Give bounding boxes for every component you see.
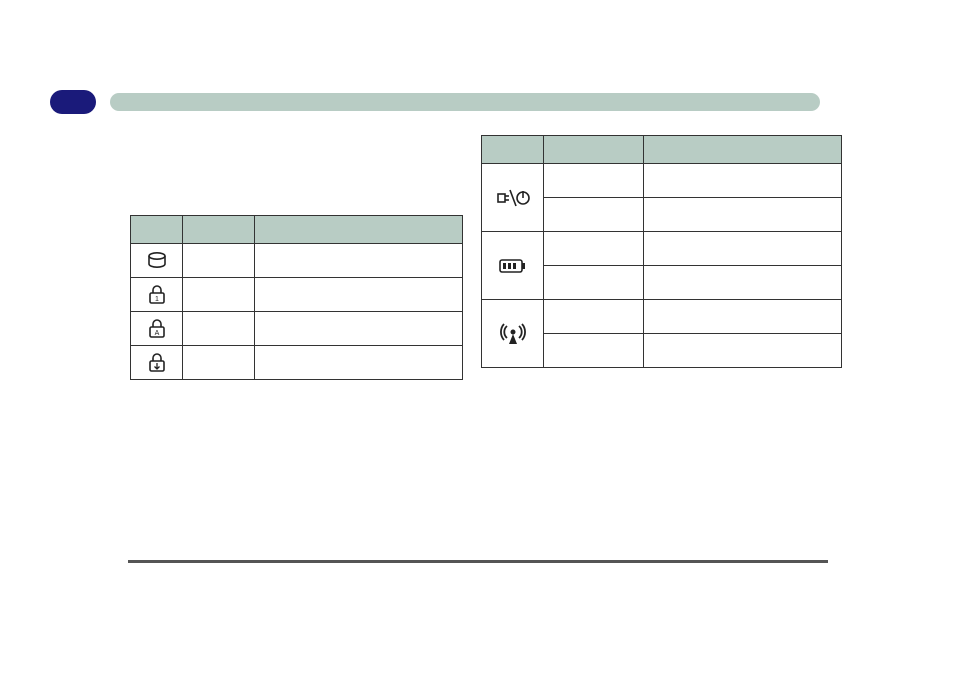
col-header [255, 216, 463, 244]
table-row: 1 [131, 278, 463, 312]
cell [644, 334, 842, 368]
cell [183, 346, 255, 380]
table-row [482, 300, 842, 334]
cell [644, 300, 842, 334]
cell [644, 164, 842, 198]
svg-text:1: 1 [155, 296, 159, 303]
cell [544, 164, 644, 198]
col-header [644, 136, 842, 164]
col-header [183, 216, 255, 244]
table-row [131, 244, 463, 278]
col-header [131, 216, 183, 244]
cell [255, 278, 463, 312]
cell [183, 244, 255, 278]
table-row [131, 346, 463, 380]
scrolllock-icon [131, 346, 183, 380]
section-header [50, 90, 820, 114]
table-header-row [482, 136, 842, 164]
status-led-table-left: 1 A [130, 215, 463, 380]
status-led-table-right [481, 135, 842, 368]
table-row [482, 164, 842, 198]
wireless-icon [482, 300, 544, 368]
cell [544, 300, 644, 334]
cell [544, 266, 644, 300]
table-header-row [131, 216, 463, 244]
cell [183, 312, 255, 346]
cell [255, 346, 463, 380]
disk-icon [131, 244, 183, 278]
cell [544, 232, 644, 266]
table-row: A [131, 312, 463, 346]
battery-icon [482, 232, 544, 300]
tables-container: 1 A [130, 135, 842, 380]
document-page: 1 A [0, 0, 954, 673]
cell [644, 266, 842, 300]
svg-text:A: A [154, 330, 159, 337]
col-header [544, 136, 644, 164]
capslock-icon: A [131, 312, 183, 346]
cell [255, 312, 463, 346]
power-icon [482, 164, 544, 232]
cell [644, 198, 842, 232]
section-divider [110, 93, 820, 111]
cell [255, 244, 463, 278]
cell [544, 334, 644, 368]
cell [183, 278, 255, 312]
cell [544, 198, 644, 232]
numlock-icon: 1 [131, 278, 183, 312]
section-badge [50, 90, 96, 114]
col-header [482, 136, 544, 164]
table-row [482, 232, 842, 266]
footer-divider [128, 560, 828, 563]
cell [644, 232, 842, 266]
